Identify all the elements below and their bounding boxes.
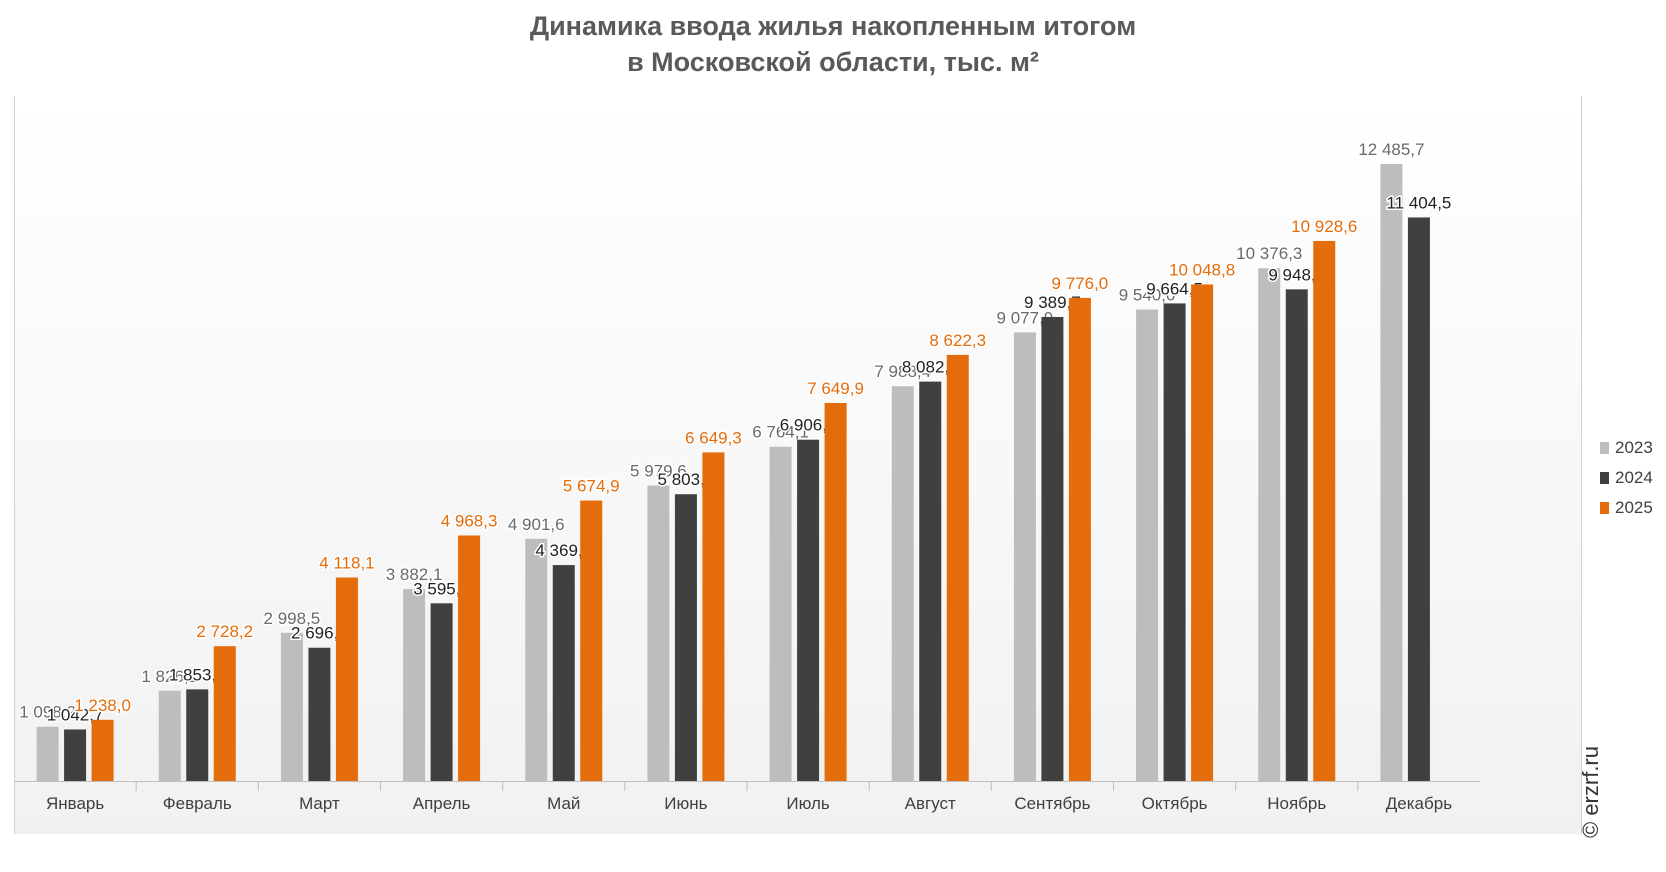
data-label-2024: 4 369,3 — [535, 541, 592, 560]
chart-title: Динамика ввода жилья накопленным итогом … — [0, 8, 1666, 80]
bar-2024 — [430, 603, 453, 781]
bar-2023 — [525, 538, 548, 781]
x-tick-label: Январь — [46, 794, 104, 813]
data-label-2025: 5 674,9 — [563, 477, 620, 496]
data-label-2024: 1 853,8 — [169, 665, 226, 684]
x-tick-label: Июнь — [664, 794, 707, 813]
data-label-2024: 2 696,5 — [291, 624, 348, 643]
legend-label: 2024 — [1615, 468, 1653, 487]
data-label-2023: 7 988,4 — [874, 362, 931, 381]
data-label-2025: 7 649,9 — [807, 379, 864, 398]
data-label-2025: 10 928,6 — [1291, 217, 1357, 236]
bar-2023 — [158, 690, 181, 781]
data-label-2024: 5 803,4 — [658, 470, 715, 489]
bar-2024 — [1041, 316, 1064, 781]
x-tick-label: Сентябрь — [1014, 794, 1090, 813]
data-label-2024: 11 404,5 — [1386, 193, 1451, 212]
data-label-2025: 9 776,0 — [1052, 274, 1109, 293]
bar-2023 — [1380, 164, 1403, 781]
x-tick-label: Декабрь — [1386, 794, 1452, 813]
data-label-2023: 9 540,0 — [1119, 286, 1176, 305]
legend-item-2024: 2024 — [1600, 463, 1653, 493]
bar-2025 — [91, 719, 114, 781]
legend-label: 2025 — [1615, 498, 1653, 517]
bar-2024 — [308, 647, 331, 781]
x-tick-label: Октябрь — [1142, 794, 1208, 813]
bar-2023 — [1136, 309, 1159, 781]
bar-2024 — [186, 689, 209, 781]
data-label-2023: 4 901,6 — [508, 515, 565, 534]
data-label-2023: 10 376,3 — [1236, 244, 1302, 263]
data-label-2024: 9 948,9 — [1268, 265, 1325, 284]
data-label-2025: 6 649,3 — [685, 428, 742, 447]
bar-2024 — [674, 494, 697, 781]
data-label-2023: 5 979,6 — [630, 462, 687, 481]
bar-2025 — [213, 646, 236, 781]
bar-2024 — [1407, 217, 1430, 782]
bar-2025 — [1313, 240, 1336, 782]
data-label-2023: 12 485,7 — [1358, 140, 1424, 159]
x-tick-label: Август — [905, 794, 956, 813]
bar-2024 — [797, 439, 820, 781]
data-label-2023: 2 998,5 — [264, 609, 321, 628]
copyright-credit: © erzrf.ru — [1578, 746, 1603, 838]
legend-item-2023: 2023 — [1600, 433, 1653, 463]
bar-2023 — [36, 726, 59, 781]
bar-2025 — [1191, 284, 1214, 781]
legend-label: 2023 — [1615, 438, 1653, 457]
bar-2025 — [580, 500, 603, 781]
bar-2024 — [64, 729, 87, 781]
x-tick-label: Май — [547, 794, 580, 813]
data-label-2025: 4 118,1 — [319, 553, 374, 572]
bar-2023 — [769, 446, 792, 781]
chart-title-line-2: в Московской области, тыс. м² — [627, 47, 1039, 77]
bar-2024 — [552, 565, 575, 781]
legend-item-2025: 2025 — [1600, 493, 1653, 523]
x-tick-label: Июль — [786, 794, 830, 813]
bar-2024 — [1163, 303, 1186, 781]
x-tick-label: Февраль — [163, 794, 232, 813]
data-label-2023: 1 826,2 — [141, 667, 198, 686]
data-label-2024: 6 906,5 — [780, 416, 837, 435]
bar-2025 — [335, 577, 358, 781]
bar-2025 — [1068, 297, 1091, 781]
bar-2024 — [1285, 289, 1308, 781]
bar-2023 — [1258, 268, 1281, 781]
bar-2025 — [458, 535, 481, 781]
bar-2023 — [1013, 332, 1036, 781]
bar-2025 — [946, 354, 969, 781]
data-label-2024: 9 664,5 — [1146, 279, 1203, 298]
data-label-2024: 1 042,7 — [47, 705, 104, 724]
x-tick-label: Апрель — [413, 794, 471, 813]
bar-2025 — [702, 452, 725, 781]
data-label-2023: 6 764,1 — [752, 423, 809, 442]
legend-swatch-2024 — [1600, 472, 1609, 484]
data-label-2025: 4 968,3 — [441, 511, 498, 530]
x-tick-label: Ноябрь — [1267, 794, 1326, 813]
data-label-2024: 8 082,4 — [902, 358, 959, 377]
data-label-2025: 10 048,8 — [1169, 260, 1235, 279]
bar-2024 — [919, 381, 942, 781]
data-label-2024: 9 389,7 — [1024, 293, 1081, 312]
data-label-2024: 3 595,3 — [413, 579, 470, 598]
legend: 2023 2024 2025 — [1600, 433, 1653, 523]
data-label-2023: 1 098,2 — [19, 703, 76, 722]
data-label-2025: 2 728,2 — [196, 622, 253, 641]
legend-swatch-2023 — [1600, 442, 1609, 454]
bar-2023 — [647, 485, 670, 781]
bar-2023 — [891, 386, 914, 781]
data-label-2023: 9 077,9 — [997, 308, 1054, 327]
bar-2023 — [403, 589, 426, 781]
chart-title-line-1: Динамика ввода жилья накопленным итогом — [529, 11, 1137, 41]
data-label-2025: 8 622,3 — [929, 331, 986, 350]
bar-2023 — [280, 632, 303, 781]
legend-swatch-2025 — [1600, 502, 1609, 514]
bar-2025 — [824, 402, 847, 781]
data-label-2023: 3 882,1 — [386, 565, 443, 584]
x-tick-label: Март — [299, 794, 340, 813]
data-label-2025: 1 238,0 — [74, 696, 131, 715]
